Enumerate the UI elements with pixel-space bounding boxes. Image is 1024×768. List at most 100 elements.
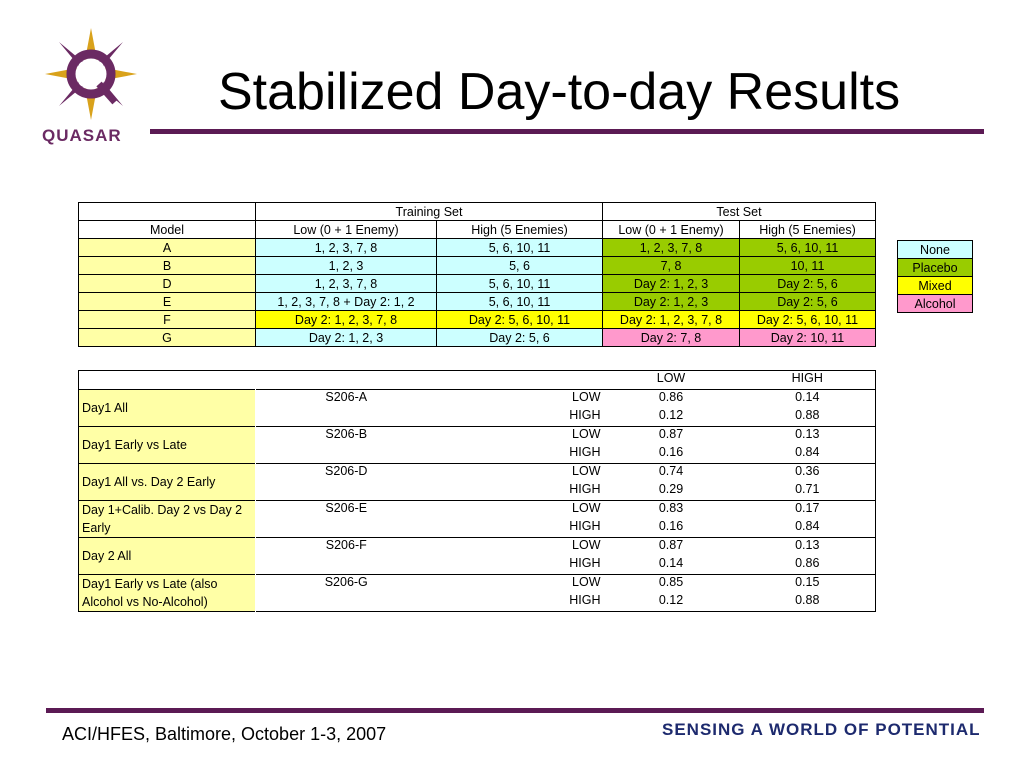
table-cell: Day 2: 10, 11 (739, 328, 876, 347)
table-cell: Day 2: 5, 6, 10, 11 (739, 310, 876, 329)
blank-cell (256, 482, 437, 501)
condition-label: Day1 All vs. Day 2 Early (78, 463, 256, 501)
test-set-header: Test Set (602, 202, 876, 221)
table-cell: Day 2: 5, 6, 10, 11 (436, 310, 603, 329)
value-cell: 0.29 (658, 482, 684, 496)
model-id: S206-A (255, 389, 437, 408)
table-cell: Day 2: 1, 2, 3, 7, 8 (255, 310, 437, 329)
column-header: High (5 Enemies) (436, 220, 603, 239)
value-cell: 0.83 (602, 500, 740, 519)
results-header-row: LOW HIGH (79, 371, 876, 390)
condition-label: Day1 Early vs Late (78, 426, 256, 464)
value-cell: 0.12 (658, 408, 684, 422)
table-row: HIGH 0.12 0.88 (79, 593, 876, 612)
legend-item-mixed: Mixed (897, 276, 973, 295)
blank-cell (79, 371, 256, 390)
value-cell: 0.85 (602, 574, 740, 593)
actual-class: LOW (436, 463, 603, 482)
table-cell: Day 2: 1, 2, 3 (255, 328, 437, 347)
value-cell: 0.12 (658, 593, 684, 607)
value-cell: 0.15 (739, 574, 876, 593)
table-cell: 5, 6 (436, 256, 603, 275)
table-cell: 5, 6, 10, 11 (436, 274, 603, 293)
table-cell: Day 2: 1, 2, 3 (602, 274, 740, 293)
value-cell: 0.84 (795, 445, 820, 459)
quasar-logo: QUASAR (36, 22, 146, 147)
condition-label: Day1 Early vs Late (also Alcohol vs No-A… (78, 574, 256, 612)
table-row: HIGH 0.29 0.71 (79, 482, 876, 501)
value-cell: 0.74 (602, 463, 740, 482)
actual-class: LOW (436, 574, 603, 593)
actual-class: HIGH (569, 482, 601, 496)
actual-class: HIGH (569, 556, 601, 570)
model-id: S206-E (255, 500, 437, 519)
value-cell: 0.88 (795, 593, 820, 607)
legend-item-placebo: Placebo (897, 258, 973, 277)
table-cell: Day 2: 1, 2, 3, 7, 8 (602, 310, 740, 329)
table-row: Day1 All S206-A LOW 0.86 0.14 (78, 389, 876, 427)
table-cell: 1, 2, 3, 7, 8 (255, 274, 437, 293)
table-row: A 1, 2, 3, 7, 8 5, 6, 10, 11 1, 2, 3, 7,… (78, 238, 876, 257)
model-cell: A (78, 238, 256, 257)
column-header-high: HIGH (791, 371, 823, 385)
table-cell: 1, 2, 3, 7, 8 + Day 2: 1, 2 (255, 292, 437, 311)
model-id: S206-F (255, 537, 437, 556)
model-cell: D (78, 274, 256, 293)
table-cell: 1, 2, 3 (255, 256, 437, 275)
table-cell: Day 2: 5, 6 (739, 274, 876, 293)
value-cell: 0.87 (602, 537, 740, 556)
table-cell: Day 2: 5, 6 (739, 292, 876, 311)
table-row: Day 2 All S206-F LOW 0.87 0.13 (78, 537, 876, 575)
table-row: HIGH 0.12 0.88 (79, 408, 876, 427)
model-cell: G (78, 328, 256, 347)
column-header-low: LOW (656, 371, 686, 385)
title-rule (150, 129, 984, 134)
column-header: High (5 Enemies) (739, 220, 876, 239)
table-row: Day1 All vs. Day 2 Early S206-D LOW 0.74… (78, 463, 876, 501)
blank-cell (256, 371, 437, 390)
actual-class: HIGH (569, 445, 601, 459)
column-header: Low (0 + 1 Enemy) (602, 220, 740, 239)
value-cell: 0.86 (795, 556, 820, 570)
condition-label: Day 1+Calib. Day 2 vs Day 2 Early (78, 500, 256, 538)
table-cell: Day 2: 1, 2, 3 (602, 292, 740, 311)
table-row: E 1, 2, 3, 7, 8 + Day 2: 1, 2 5, 6, 10, … (78, 292, 876, 311)
blank-cell (78, 202, 256, 221)
column-header-row: Model Low (0 + 1 Enemy) High (5 Enemies)… (78, 220, 876, 239)
table-cell: Day 2: 5, 6 (436, 328, 603, 347)
legend-item-alcohol: Alcohol (897, 294, 973, 313)
table-cell: 10, 11 (739, 256, 876, 275)
actual-class: LOW (436, 537, 603, 556)
table-cell: Day 2: 7, 8 (602, 328, 740, 347)
value-cell: 0.87 (602, 426, 740, 445)
actual-class: HIGH (569, 593, 601, 607)
table-row: HIGH 0.16 0.84 (79, 445, 876, 464)
value-cell: 0.13 (739, 426, 876, 445)
value-cell: 0.84 (795, 519, 820, 533)
condition-label: Day1 All (78, 389, 256, 427)
column-header: Low (0 + 1 Enemy) (255, 220, 437, 239)
blank-cell (256, 593, 437, 612)
value-cell: 0.36 (739, 463, 876, 482)
value-cell: 0.71 (795, 482, 820, 496)
blank-cell (256, 445, 437, 464)
model-cell: F (78, 310, 256, 329)
footer-rule (46, 708, 984, 713)
legend-item-none: None (897, 240, 973, 259)
model-sets-table: Training Set Test Set Model Low (0 + 1 E… (78, 202, 876, 347)
page-title: Stabilized Day-to-day Results (218, 63, 901, 121)
actual-class: HIGH (569, 408, 601, 422)
actual-class: LOW (436, 389, 603, 408)
value-cell: 0.86 (602, 389, 740, 408)
model-id: S206-G (255, 574, 437, 593)
table-row: F Day 2: 1, 2, 3, 7, 8 Day 2: 5, 6, 10, … (78, 310, 876, 329)
table-row: HIGH 0.14 0.86 (79, 556, 876, 575)
actual-class: LOW (436, 500, 603, 519)
actual-class: HIGH (569, 519, 601, 533)
actual-class: LOW (436, 426, 603, 445)
training-set-header: Training Set (255, 202, 603, 221)
table-row: Day1 Early vs Late (also Alcohol vs No-A… (78, 574, 876, 612)
blank-cell (256, 519, 437, 538)
value-cell: 0.16 (658, 519, 684, 533)
blank-cell (437, 371, 603, 390)
